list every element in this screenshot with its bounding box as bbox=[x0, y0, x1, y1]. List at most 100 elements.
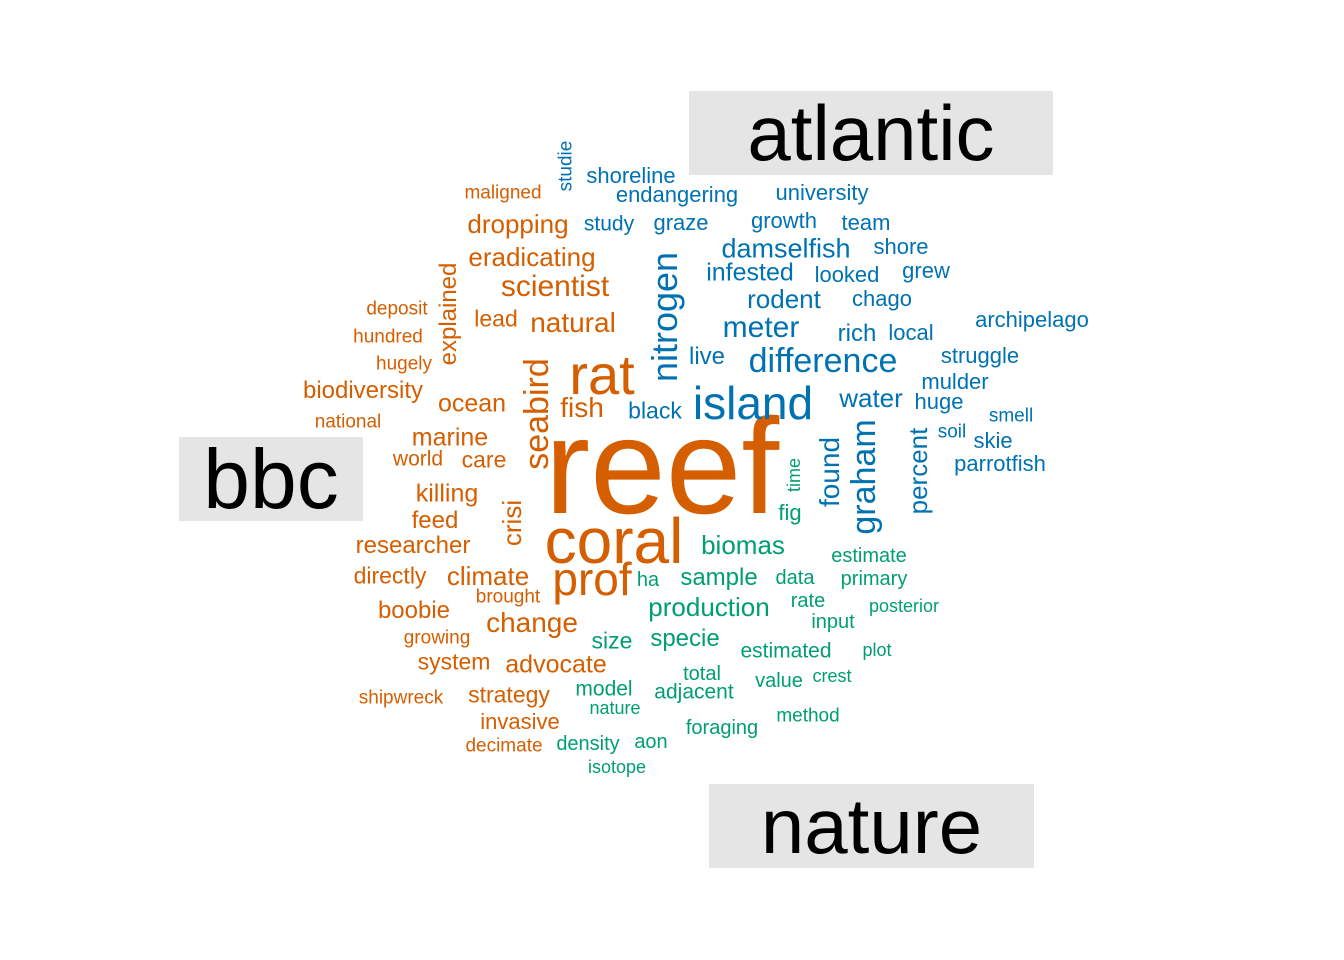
word-method: method bbox=[776, 705, 840, 727]
word-live: live bbox=[688, 343, 726, 370]
word-water: water bbox=[839, 383, 903, 413]
word-researcher: researcher bbox=[355, 532, 471, 559]
word-dropping: dropping bbox=[467, 209, 569, 239]
word-local: local bbox=[888, 320, 934, 345]
word-ocean: ocean bbox=[437, 389, 507, 418]
word-graham: graham bbox=[845, 419, 883, 535]
word-endangering: endangering bbox=[615, 182, 739, 207]
word-growing: growing bbox=[403, 627, 471, 649]
word-adjacent: adjacent bbox=[654, 680, 734, 704]
word-estimated: estimated bbox=[740, 639, 832, 663]
word-fish: fish bbox=[560, 392, 604, 423]
word-coral: coral bbox=[544, 505, 684, 577]
word-island: island bbox=[692, 377, 814, 429]
word-estimate: estimate bbox=[831, 545, 907, 567]
word-infested: infested bbox=[706, 258, 794, 287]
word-found: found bbox=[814, 436, 845, 508]
word-ha: ha bbox=[636, 569, 660, 591]
word-shore: shore bbox=[873, 234, 929, 259]
word-huge: huge bbox=[914, 389, 964, 414]
word-difference: difference bbox=[748, 342, 898, 380]
word-maligned: maligned bbox=[464, 182, 542, 204]
word-marine: marine bbox=[411, 423, 489, 452]
word-directly: directly bbox=[353, 562, 427, 589]
word-aon: aon bbox=[634, 731, 668, 753]
word-study: study bbox=[583, 212, 635, 236]
word-national: national bbox=[314, 411, 382, 433]
word-system: system bbox=[417, 648, 491, 675]
word-rat: rat bbox=[569, 343, 635, 406]
word-posterior: posterior bbox=[868, 596, 940, 616]
word-world: world bbox=[392, 447, 444, 471]
word-hugely: hugely bbox=[376, 353, 432, 375]
word-growth: growth bbox=[750, 208, 818, 233]
word-brought: brought bbox=[475, 586, 541, 608]
word-model: model bbox=[575, 677, 633, 701]
word-archipelago: archipelago bbox=[975, 307, 1089, 332]
word-rich: rich bbox=[837, 320, 877, 347]
word-biomas: biomas bbox=[701, 530, 785, 560]
word-total: total bbox=[683, 663, 721, 685]
group-label-atlantic: atlantic bbox=[689, 91, 1053, 175]
word-production: production bbox=[648, 592, 770, 622]
word-nitrogen: nitrogen bbox=[644, 251, 685, 383]
word-data: data bbox=[775, 567, 815, 589]
word-meter: meter bbox=[722, 311, 800, 344]
word-killing: killing bbox=[415, 479, 479, 508]
word-soil: soil bbox=[937, 421, 967, 443]
word-shipwreck: shipwreck bbox=[358, 687, 444, 709]
word-eradicating: eradicating bbox=[468, 242, 596, 272]
word-chago: chago bbox=[852, 286, 912, 311]
word-scientist: scientist bbox=[500, 270, 610, 303]
word-boobie: boobie bbox=[377, 597, 451, 624]
word-advocate: advocate bbox=[505, 650, 607, 679]
word-lead: lead bbox=[474, 305, 518, 332]
word-decimate: decimate bbox=[465, 735, 543, 757]
word-density: density bbox=[556, 733, 620, 755]
word-studie: studie bbox=[555, 140, 577, 192]
word-seabird: seabird bbox=[518, 358, 556, 470]
word-university: university bbox=[775, 180, 869, 205]
word-biodiversity: biodiversity bbox=[302, 377, 424, 404]
word-value: value bbox=[755, 670, 803, 692]
word-rate: rate bbox=[790, 590, 826, 612]
word-shoreline: shoreline bbox=[586, 163, 676, 188]
word-reef: reef bbox=[544, 390, 780, 542]
word-rodent: rodent bbox=[747, 284, 821, 314]
word-feed: feed bbox=[411, 507, 459, 534]
word-grew: grew bbox=[902, 258, 950, 283]
word-struggle: struggle bbox=[940, 343, 1020, 368]
word-invasive: invasive bbox=[480, 709, 560, 734]
word-skie: skie bbox=[973, 428, 1013, 453]
word-plot: plot bbox=[862, 640, 892, 660]
word-explained: explained bbox=[435, 262, 462, 366]
word-care: care bbox=[461, 446, 507, 473]
word-graze: graze bbox=[653, 210, 709, 235]
word-deposit: deposit bbox=[366, 298, 428, 320]
word-climate: climate bbox=[446, 561, 530, 591]
word-crisi: crisi bbox=[497, 499, 527, 547]
word-specie: specie bbox=[650, 625, 720, 652]
word-natural: natural bbox=[530, 307, 616, 338]
word-prof: prof bbox=[552, 553, 632, 605]
word-looked: looked bbox=[814, 262, 880, 287]
word-damselfish: damselfish bbox=[721, 233, 851, 264]
group-label-nature: nature bbox=[709, 784, 1034, 868]
word-time: time bbox=[784, 457, 804, 493]
word-hundred: hundred bbox=[353, 326, 423, 348]
word-mulder: mulder bbox=[921, 369, 989, 394]
word-fig: fig bbox=[778, 500, 802, 525]
word-input: input bbox=[811, 611, 855, 633]
word-isotope: isotope bbox=[587, 757, 647, 777]
word-crest: crest bbox=[812, 666, 852, 686]
word-parrotfish: parrotfish bbox=[954, 451, 1046, 476]
word-nature: nature bbox=[589, 698, 641, 718]
word-black: black bbox=[628, 397, 682, 424]
word-foraging: foraging bbox=[685, 717, 759, 739]
word-smell: smell bbox=[988, 405, 1034, 427]
word-sample: sample bbox=[680, 564, 758, 591]
word-percent: percent bbox=[903, 427, 933, 515]
word-primary: primary bbox=[840, 568, 908, 590]
group-label-bbc: bbc bbox=[179, 437, 363, 521]
